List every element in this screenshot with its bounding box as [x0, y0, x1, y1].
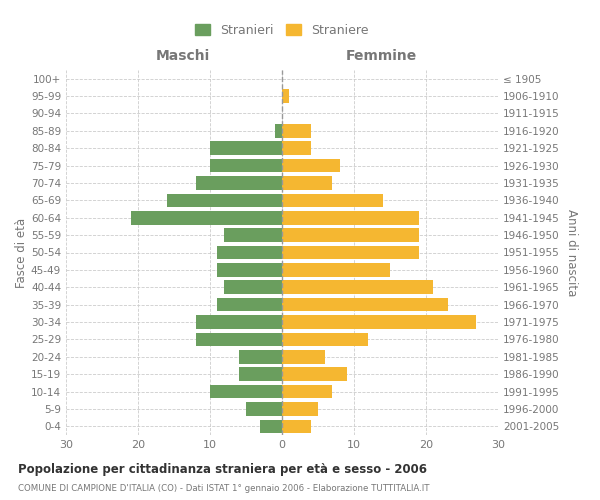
Bar — [239, 368, 282, 381]
Text: Femmine: Femmine — [346, 48, 417, 62]
Text: Popolazione per cittadinanza straniera per età e sesso - 2006: Popolazione per cittadinanza straniera p… — [18, 462, 427, 475]
Bar — [282, 246, 419, 260]
Bar — [196, 315, 282, 329]
Bar — [282, 332, 368, 346]
Y-axis label: Anni di nascita: Anni di nascita — [565, 209, 578, 296]
Bar — [196, 176, 282, 190]
Bar — [210, 142, 282, 155]
Bar — [282, 194, 383, 207]
Bar — [282, 315, 476, 329]
Bar — [131, 211, 282, 224]
Bar — [282, 350, 325, 364]
Bar — [167, 194, 282, 207]
Bar — [282, 298, 448, 312]
Bar — [246, 402, 282, 415]
Y-axis label: Fasce di età: Fasce di età — [15, 218, 28, 288]
Text: COMUNE DI CAMPIONE D'ITALIA (CO) - Dati ISTAT 1° gennaio 2006 - Elaborazione TUT: COMUNE DI CAMPIONE D'ITALIA (CO) - Dati … — [18, 484, 430, 493]
Bar — [282, 263, 390, 276]
Bar — [282, 402, 318, 415]
Bar — [282, 385, 332, 398]
Bar — [217, 298, 282, 312]
Bar — [196, 332, 282, 346]
Bar — [282, 211, 419, 224]
Bar — [282, 90, 289, 103]
Bar — [224, 228, 282, 242]
Bar — [217, 263, 282, 276]
Text: Maschi: Maschi — [155, 48, 210, 62]
Bar — [260, 420, 282, 433]
Bar — [210, 159, 282, 172]
Bar — [282, 368, 347, 381]
Bar — [282, 280, 433, 294]
Bar — [275, 124, 282, 138]
Bar — [239, 350, 282, 364]
Bar — [282, 228, 419, 242]
Bar — [224, 280, 282, 294]
Bar — [282, 124, 311, 138]
Bar — [282, 159, 340, 172]
Bar — [217, 246, 282, 260]
Legend: Stranieri, Straniere: Stranieri, Straniere — [190, 19, 374, 42]
Bar — [282, 420, 311, 433]
Bar — [210, 385, 282, 398]
Bar — [282, 142, 311, 155]
Bar — [282, 176, 332, 190]
